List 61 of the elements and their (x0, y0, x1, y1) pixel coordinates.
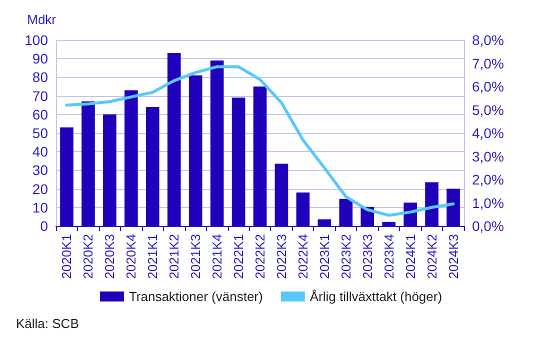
x-tick-label: 2022K1 (231, 234, 246, 279)
bar (339, 198, 353, 226)
x-tick-label: 2023K4 (381, 234, 396, 279)
y-tick-label: 60 (32, 106, 48, 122)
x-tick-label: 2020K1 (59, 234, 74, 279)
bar (425, 182, 438, 226)
y-tick-label: 80 (32, 69, 48, 86)
x-tick-label: 2022K3 (274, 234, 289, 279)
bar (232, 98, 246, 226)
bar (146, 106, 160, 226)
y-tick-label: 40 (32, 144, 48, 160)
bar (210, 60, 224, 226)
bar (60, 127, 74, 226)
bar (188, 75, 202, 226)
bar (274, 164, 288, 226)
y-tick-label: 90 (32, 50, 48, 67)
x-tick-label: 2024K3 (446, 234, 461, 279)
y2-tick-label: 7,0% (472, 55, 504, 72)
y2-tick-label: 5,0% (472, 102, 504, 118)
line-series (65, 65, 455, 217)
bar (253, 86, 267, 226)
x-tick-label: 2023K3 (360, 234, 375, 279)
x-tick-label: 2021K2 (166, 234, 182, 279)
bar (167, 53, 181, 226)
x-tick-label: 2020K4 (124, 234, 139, 279)
x-tick-label: 2022K2 (252, 234, 268, 279)
y-axis-title: Mdkr (27, 12, 57, 27)
x-tick-label: 2024K2 (424, 234, 440, 279)
bar (446, 188, 460, 226)
bar (82, 101, 95, 226)
y2-tick-label: 4,0% (472, 125, 504, 141)
x-tick-label: 2021K3 (188, 234, 204, 279)
bar (124, 90, 138, 226)
bar (296, 192, 310, 226)
text: Källa: SCB (16, 316, 79, 331)
x-tick-label: 2024K1 (402, 234, 418, 279)
y-tick-label: 20 (32, 180, 48, 197)
x-tick-label: 2021K1 (145, 234, 160, 279)
y-tick-label: 0 (40, 218, 48, 234)
x-tick-label: 2022K4 (295, 234, 310, 279)
bar (382, 222, 396, 226)
legend-label: Transaktioner (vänster) (128, 289, 263, 304)
x-tick-label: 2023K1 (316, 234, 332, 279)
x-tick-label: 2021K4 (210, 234, 225, 279)
y-tick-label: 70 (32, 88, 48, 104)
y2-tick-label: 1,0% (472, 194, 504, 211)
y2-tick-label: 6,0% (472, 78, 504, 94)
y-tick-label: 10 (32, 199, 48, 216)
y-tick-label: 50 (32, 125, 48, 141)
y2-tick-label: 3,0% (472, 148, 504, 164)
y-tick-label: 30 (32, 162, 48, 178)
bar (318, 219, 332, 226)
bar (103, 114, 116, 226)
x-tick-label: 2020K3 (102, 234, 118, 279)
x-tick-label: 2020K2 (80, 234, 96, 279)
y-tick-label: 100 (24, 32, 48, 48)
x-tick-label: 2023K2 (338, 234, 354, 279)
y2-tick-label: 2,0% (472, 172, 504, 188)
y2-tick-label: 8,0% (472, 32, 504, 48)
legend-label: Årlig tillväxttakt (höger) (310, 289, 442, 304)
y2-tick-label: 0,0% (472, 218, 504, 234)
